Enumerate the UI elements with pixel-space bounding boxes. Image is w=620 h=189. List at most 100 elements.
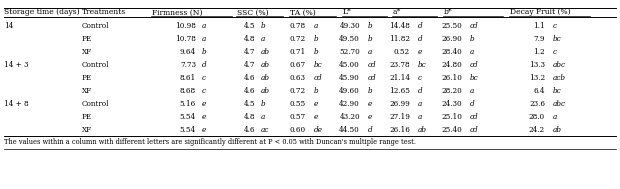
Text: 25.40: 25.40 — [441, 126, 462, 134]
Text: 26.90: 26.90 — [441, 35, 462, 43]
Text: 13.2: 13.2 — [529, 74, 545, 82]
Text: d: d — [418, 22, 423, 30]
Text: SSC (%): SSC (%) — [237, 9, 268, 16]
Text: 0.67: 0.67 — [290, 61, 306, 69]
Text: 14 + 8: 14 + 8 — [4, 100, 29, 108]
Text: 0.63: 0.63 — [290, 74, 306, 82]
Text: L*: L* — [343, 9, 352, 16]
Text: XF: XF — [82, 48, 92, 56]
Text: 10.98: 10.98 — [175, 22, 196, 30]
Text: cd: cd — [470, 61, 479, 69]
Text: TA (%): TA (%) — [290, 9, 316, 16]
Text: ab: ab — [553, 126, 562, 134]
Text: 28.0: 28.0 — [529, 113, 545, 121]
Text: a: a — [470, 48, 474, 56]
Text: 21.14: 21.14 — [389, 74, 410, 82]
Text: cd: cd — [470, 22, 479, 30]
Text: 24.2: 24.2 — [529, 126, 545, 134]
Text: e: e — [314, 100, 318, 108]
Text: a: a — [418, 113, 422, 121]
Text: bc: bc — [418, 61, 427, 69]
Text: a*: a* — [393, 9, 401, 16]
Text: 28.20: 28.20 — [441, 87, 462, 95]
Text: 0.52: 0.52 — [394, 48, 410, 56]
Text: XF: XF — [82, 126, 92, 134]
Text: 4.6: 4.6 — [244, 126, 255, 134]
Text: 1.2: 1.2 — [533, 48, 545, 56]
Text: b: b — [314, 48, 319, 56]
Text: 23.6: 23.6 — [529, 100, 545, 108]
Text: 24.30: 24.30 — [441, 100, 462, 108]
Text: e: e — [202, 100, 206, 108]
Text: b: b — [470, 35, 475, 43]
Text: 4.5: 4.5 — [244, 100, 255, 108]
Text: b: b — [368, 35, 373, 43]
Text: d: d — [418, 87, 423, 95]
Text: 24.80: 24.80 — [441, 61, 462, 69]
Text: 14.48: 14.48 — [389, 22, 410, 30]
Text: a: a — [368, 48, 373, 56]
Text: 26.16: 26.16 — [389, 126, 410, 134]
Text: 45.00: 45.00 — [339, 61, 360, 69]
Text: 4.8: 4.8 — [244, 113, 255, 121]
Text: a: a — [470, 87, 474, 95]
Text: 0.72: 0.72 — [290, 87, 306, 95]
Text: 26.99: 26.99 — [389, 100, 410, 108]
Text: e: e — [202, 126, 206, 134]
Text: 0.55: 0.55 — [290, 100, 306, 108]
Text: 0.60: 0.60 — [290, 126, 306, 134]
Text: Control: Control — [82, 100, 110, 108]
Text: 7.73: 7.73 — [180, 61, 196, 69]
Text: cd: cd — [368, 74, 376, 82]
Text: 0.71: 0.71 — [290, 48, 306, 56]
Text: a: a — [418, 100, 422, 108]
Text: b: b — [368, 87, 373, 95]
Text: 14 + 3: 14 + 3 — [4, 61, 29, 69]
Text: c: c — [202, 74, 206, 82]
Text: Storage time (days): Storage time (days) — [4, 9, 79, 16]
Text: Treatments: Treatments — [82, 9, 126, 16]
Text: c: c — [418, 74, 422, 82]
Text: c: c — [202, 87, 206, 95]
Text: 10.78: 10.78 — [175, 35, 196, 43]
Text: PE: PE — [82, 74, 92, 82]
Text: bc: bc — [553, 87, 562, 95]
Text: a: a — [202, 22, 206, 30]
Text: 42.90: 42.90 — [339, 100, 360, 108]
Text: 4.6: 4.6 — [244, 87, 255, 95]
Text: b: b — [261, 22, 265, 30]
Text: The values within a column with different letters are significantly different at: The values within a column with differen… — [4, 139, 416, 146]
Text: e: e — [202, 113, 206, 121]
Text: 27.19: 27.19 — [389, 113, 410, 121]
Text: cd: cd — [470, 113, 479, 121]
Text: ac: ac — [261, 126, 269, 134]
Text: 28.40: 28.40 — [441, 48, 462, 56]
Text: 14: 14 — [4, 22, 14, 30]
Text: 5.54: 5.54 — [180, 126, 196, 134]
Text: a: a — [261, 113, 265, 121]
Text: bc: bc — [470, 74, 479, 82]
Text: XF: XF — [82, 87, 92, 95]
Text: 45.90: 45.90 — [339, 74, 360, 82]
Text: cd: cd — [470, 126, 479, 134]
Text: b: b — [202, 48, 206, 56]
Text: 44.50: 44.50 — [339, 126, 360, 134]
Text: abc: abc — [553, 100, 566, 108]
Text: ab: ab — [261, 87, 270, 95]
Text: 49.30: 49.30 — [339, 22, 360, 30]
Text: d: d — [202, 61, 206, 69]
Text: 8.68: 8.68 — [180, 87, 196, 95]
Text: Firmness (N): Firmness (N) — [152, 9, 203, 16]
Text: a: a — [202, 35, 206, 43]
Text: abc: abc — [553, 61, 566, 69]
Text: 25.10: 25.10 — [441, 113, 462, 121]
Text: 52.70: 52.70 — [339, 48, 360, 56]
Text: Control: Control — [82, 61, 110, 69]
Text: Control: Control — [82, 22, 110, 30]
Text: 0.78: 0.78 — [290, 22, 306, 30]
Text: PE: PE — [82, 35, 92, 43]
Text: d: d — [368, 126, 373, 134]
Text: c: c — [553, 48, 557, 56]
Text: 26.10: 26.10 — [441, 74, 462, 82]
Text: 9.64: 9.64 — [180, 48, 196, 56]
